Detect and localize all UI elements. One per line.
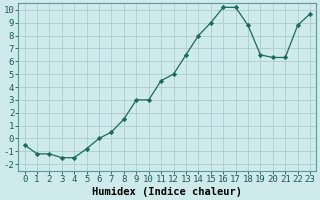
X-axis label: Humidex (Indice chaleur): Humidex (Indice chaleur) (92, 186, 242, 197)
